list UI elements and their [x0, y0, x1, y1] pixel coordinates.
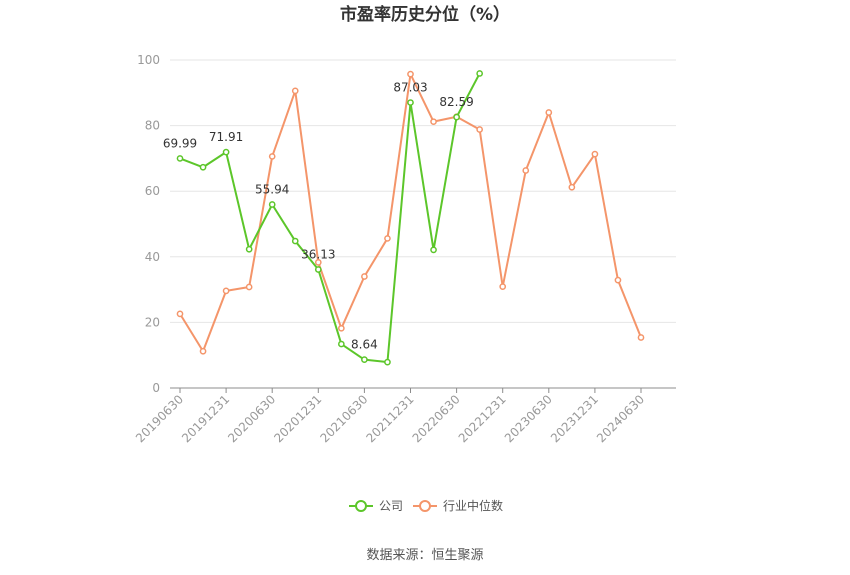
x-tick-label: 20190630	[133, 392, 186, 445]
y-tick-label: 20	[145, 315, 160, 329]
legend-marker-company	[355, 500, 367, 512]
data-label: 55.94	[255, 183, 289, 197]
x-tick-label: 20200630	[225, 392, 278, 445]
legend-item-company[interactable]: 公司	[349, 499, 403, 513]
y-tick-label: 0	[152, 381, 160, 395]
data-point[interactable]	[338, 340, 345, 348]
data-point[interactable]	[268, 153, 276, 160]
data-labels: 69.99 71.91 55.94 36.13 8.64 87.03 82.59	[163, 81, 474, 352]
data-point[interactable]	[430, 246, 437, 254]
legend-item-industry[interactable]: 行业中位数	[413, 498, 503, 513]
y-tick-label: 60	[145, 184, 160, 198]
data-point[interactable]	[522, 167, 530, 174]
y-tick-label: 40	[145, 250, 160, 264]
data-point[interactable]	[591, 150, 599, 158]
data-point[interactable]	[176, 310, 184, 318]
series-group	[176, 70, 645, 366]
chart-title: 市盈率历史分位（%）	[340, 4, 510, 25]
data-point[interactable]	[384, 235, 391, 242]
y-tick-label: 100	[137, 53, 160, 67]
data-point[interactable]	[245, 283, 253, 291]
data-point[interactable]	[314, 266, 322, 273]
data-label: 69.99	[163, 136, 197, 150]
data-point[interactable]	[199, 347, 207, 355]
data-point[interactable]	[361, 273, 368, 280]
data-label: 82.59	[439, 95, 473, 109]
data-point[interactable]	[384, 358, 391, 366]
data-point[interactable]	[245, 245, 253, 253]
data-point[interactable]	[545, 109, 553, 116]
x-tick-label: 20211231	[364, 392, 417, 445]
series-line	[179, 72, 481, 364]
data-point[interactable]	[407, 70, 414, 78]
source-note: 数据来源：恒生聚源	[366, 548, 483, 563]
data-point[interactable]	[222, 287, 230, 295]
data-label: 8.64	[351, 338, 378, 352]
data-point[interactable]	[407, 99, 414, 106]
x-tick-label: 20230630	[502, 392, 555, 445]
x-tick-label: 20231231	[548, 392, 601, 445]
data-point[interactable]	[476, 126, 483, 133]
x-tick-label: 20201231	[271, 392, 324, 445]
x-tick-label: 20220630	[410, 392, 463, 445]
data-label: 36.13	[301, 247, 335, 261]
data-point[interactable]	[268, 201, 276, 208]
data-point[interactable]	[361, 356, 368, 364]
data-point[interactable]	[430, 118, 437, 126]
data-point[interactable]	[222, 148, 230, 156]
data-point[interactable]	[176, 155, 184, 162]
data-point[interactable]	[453, 113, 460, 121]
data-point[interactable]	[499, 283, 507, 290]
data-label: 87.03	[393, 81, 427, 95]
series-line	[179, 73, 642, 353]
x-tick-label: 20221231	[456, 392, 509, 445]
series-industry-median	[176, 70, 645, 355]
data-point[interactable]	[338, 324, 345, 332]
series-company	[176, 70, 483, 366]
legend-label-industry: 行业中位数	[443, 498, 503, 513]
x-tick-label: 20240630	[594, 392, 647, 445]
legend[interactable]: 公司 行业中位数	[349, 498, 503, 513]
legend-label-company: 公司	[379, 499, 403, 513]
x-axis: 2019063020191231202006302020123120210630…	[133, 387, 676, 445]
legend-marker-industry	[419, 500, 431, 512]
data-point[interactable]	[476, 70, 483, 77]
data-point[interactable]	[291, 87, 299, 95]
data-point[interactable]	[291, 237, 299, 245]
data-point[interactable]	[637, 334, 645, 341]
y-tick-label: 80	[145, 119, 160, 133]
x-tick-label: 20210630	[317, 392, 370, 445]
y-axis-ticks: 0 20 40 60 80 100	[137, 53, 160, 395]
data-label: 71.91	[209, 130, 243, 144]
x-tick-label: 20191231	[179, 392, 232, 445]
data-point[interactable]	[568, 183, 576, 191]
data-point[interactable]	[614, 276, 622, 284]
data-point[interactable]	[199, 163, 207, 171]
data-point[interactable]	[314, 259, 322, 266]
